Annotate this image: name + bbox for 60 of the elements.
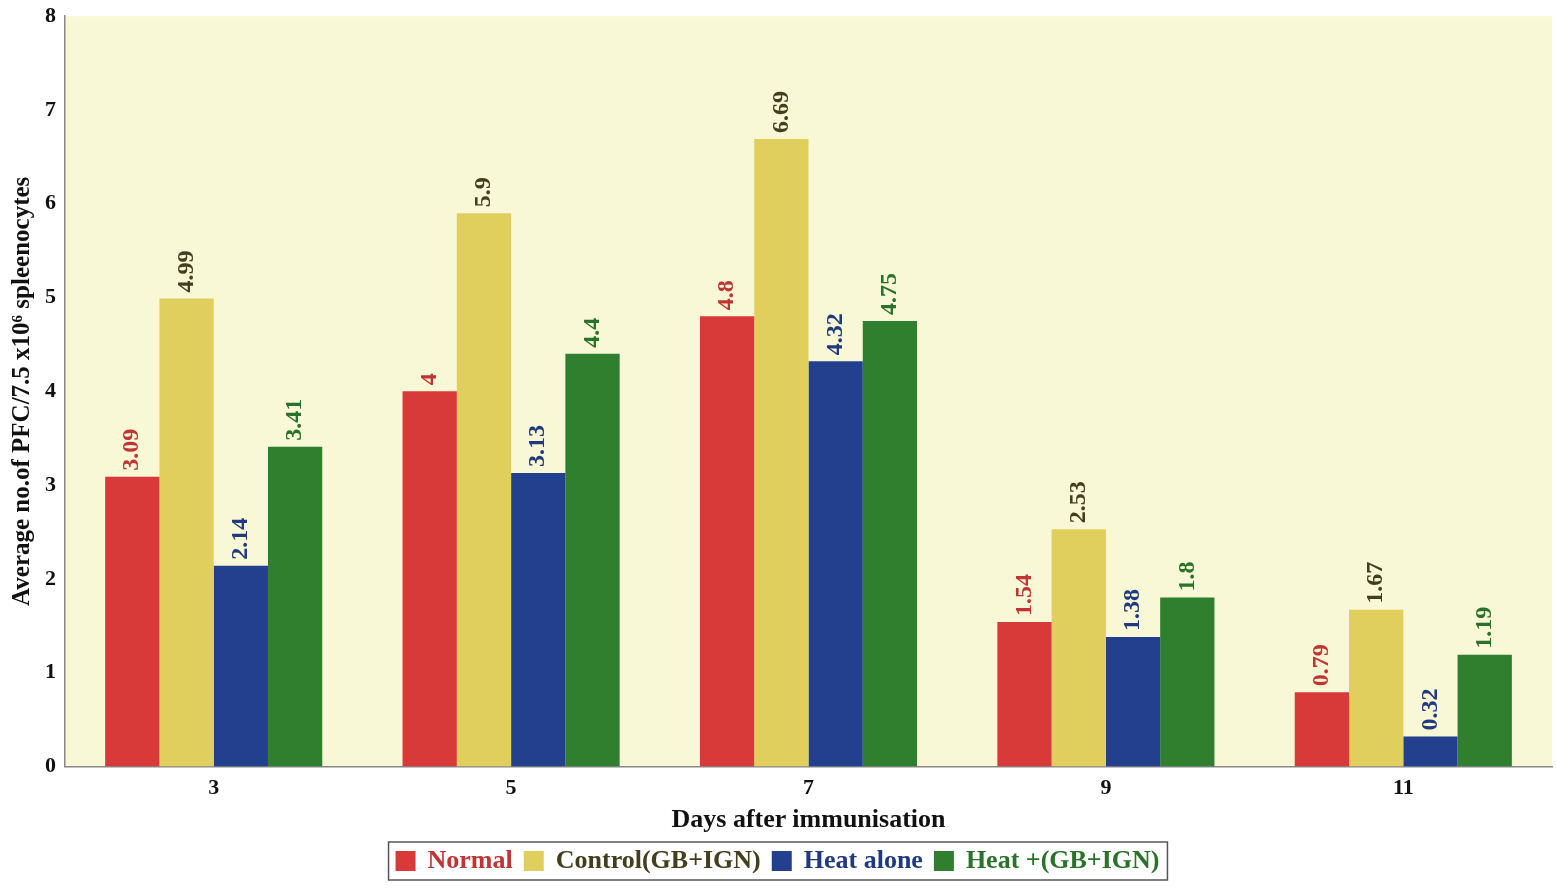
bar bbox=[1051, 529, 1106, 767]
data-label: 4 bbox=[414, 373, 441, 386]
bar bbox=[511, 472, 566, 767]
bar bbox=[159, 298, 214, 767]
legend-label: Heat alone bbox=[803, 844, 923, 874]
x-tick-label: 7 bbox=[803, 774, 814, 800]
y-axis-title: Average no.of PFC/7.5 x10⁶ spleenocytes bbox=[7, 176, 35, 606]
data-label: 1.54 bbox=[1009, 573, 1036, 616]
legend-label: Heat +(GB+IGN) bbox=[965, 844, 1160, 874]
y-tick-label: 7 bbox=[45, 95, 56, 121]
y-tick-label: 8 bbox=[45, 1, 56, 27]
bar bbox=[402, 391, 457, 767]
data-label: 0.79 bbox=[1307, 644, 1334, 687]
data-label: 1.38 bbox=[1118, 588, 1145, 631]
bar bbox=[1294, 692, 1350, 767]
bar bbox=[997, 621, 1052, 767]
x-tick-label: 5 bbox=[505, 774, 517, 800]
bar bbox=[1349, 609, 1404, 767]
legend-label: Control(GB+IGN) bbox=[555, 844, 761, 874]
data-label: 2.53 bbox=[1063, 481, 1090, 524]
bar bbox=[213, 565, 268, 767]
bar bbox=[565, 353, 620, 767]
bar bbox=[1457, 654, 1512, 767]
x-tick-label: 11 bbox=[1392, 774, 1414, 800]
bar bbox=[1403, 736, 1458, 767]
bar bbox=[1105, 636, 1161, 767]
data-label: 3.09 bbox=[117, 428, 144, 471]
data-label: 3.13 bbox=[523, 424, 550, 467]
y-tick-label: 1 bbox=[45, 658, 56, 684]
data-label: 1.8 bbox=[1172, 561, 1199, 592]
y-tick-label: 2 bbox=[45, 564, 56, 590]
bar bbox=[699, 316, 755, 767]
bar bbox=[754, 139, 809, 767]
data-label: 1.67 bbox=[1361, 561, 1388, 604]
legend-label: Normal bbox=[427, 844, 513, 874]
bar bbox=[456, 213, 512, 767]
x-tick-label: 3 bbox=[208, 774, 220, 800]
data-label: 4.75 bbox=[875, 272, 902, 315]
data-label: 1.19 bbox=[1469, 606, 1496, 649]
data-label: 0.32 bbox=[1415, 688, 1442, 731]
bar bbox=[862, 320, 918, 767]
data-label: 4.4 bbox=[577, 317, 604, 348]
bar bbox=[808, 361, 863, 767]
y-tick-label: 3 bbox=[45, 470, 56, 496]
data-label: 4.32 bbox=[820, 313, 847, 356]
y-tick-label: 5 bbox=[45, 283, 56, 309]
data-label: 5.9 bbox=[469, 177, 496, 208]
y-tick-label: 0 bbox=[45, 752, 56, 778]
x-tick-label: 9 bbox=[1100, 774, 1112, 800]
data-label: 2.14 bbox=[226, 517, 253, 560]
y-tick-label: 4 bbox=[45, 376, 56, 402]
data-label: 6.69 bbox=[766, 91, 793, 134]
y-tick-label: 6 bbox=[45, 189, 56, 215]
data-label: 3.41 bbox=[280, 398, 307, 441]
data-label: 4.99 bbox=[171, 250, 198, 293]
bar bbox=[1160, 597, 1215, 767]
data-label: 4.8 bbox=[712, 280, 739, 311]
x-axis-title: Days after immunisation bbox=[671, 804, 947, 834]
bar bbox=[105, 476, 160, 767]
bar bbox=[267, 446, 323, 767]
